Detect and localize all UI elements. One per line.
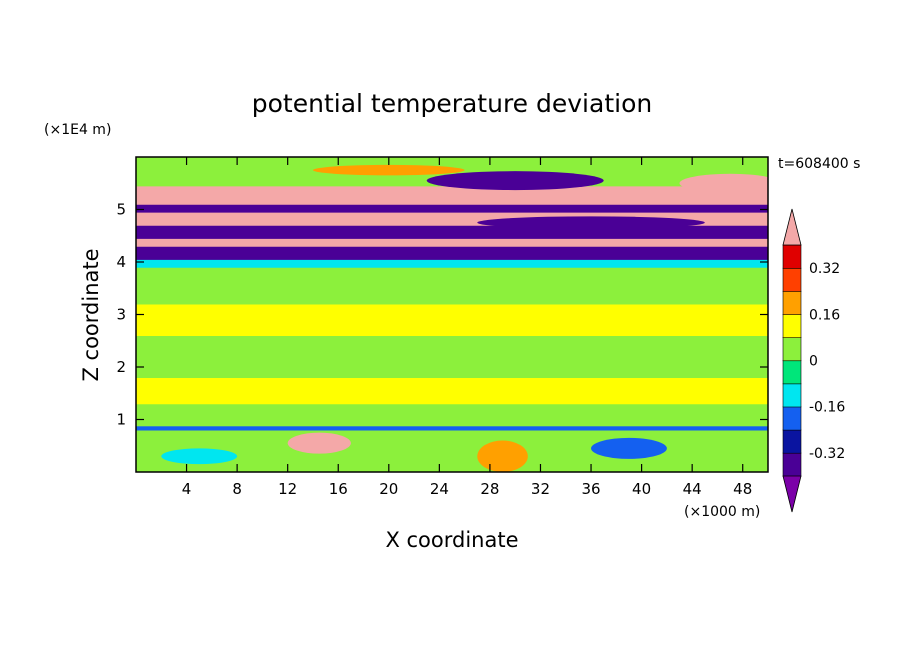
x-tick-label-5: 24 [430,480,449,498]
y-unit-label: (×1E4 m) [44,122,111,138]
colorbar-label-2: 0 [809,354,818,370]
contour-feature-1 [426,171,604,191]
colorbar-label-4: -0.32 [809,446,845,462]
contour-band-12 [136,204,768,213]
colorbar-label-0: 0.32 [809,261,840,277]
x-tick-label-7: 32 [531,480,550,498]
y-tick-label-4: 5 [116,201,126,219]
x-tick-label-1: 8 [232,480,242,498]
contour-band-3 [136,377,768,405]
colorbar-segment-0 [782,452,802,477]
y-ticks: 1 2 3 4 5 [116,201,768,429]
colorbar: 0.32 0.16 0 -0.16 -0.32 [782,208,845,513]
contour-band-16 [136,157,768,171]
contour-band-13 [136,196,768,205]
contour-feature-3 [477,216,705,229]
x-ticks: 4 8 12 16 20 24 28 32 36 40 44 48 [182,157,752,498]
x-tick-label-4: 20 [379,480,398,498]
contour-feature-6 [161,448,238,465]
contour-band-2 [136,403,768,427]
y-tick-label-3: 4 [116,253,126,271]
colorbar-segment-1 [782,429,802,454]
y-axis-label: Z coordinate [79,248,103,381]
y-tick-label-2: 3 [116,306,126,324]
x-tick-label-6: 28 [480,480,499,498]
x-tick-label-10: 44 [683,480,702,498]
contour-band-14 [136,185,768,197]
colorbar-max-triangle [782,208,802,246]
contour-band-4 [136,335,768,378]
colorbar-segment-2 [782,406,802,431]
x-tick-label-8: 36 [581,480,600,498]
contour-feature-0 [287,432,351,454]
colorbar-segment-4 [782,360,802,385]
colorbar-segment-7 [782,290,802,315]
contour-band-10 [136,225,768,239]
x-tick-label-0: 4 [182,480,192,498]
colorbar-min-triangle [782,475,802,513]
contour-band-9 [136,238,768,247]
contour-band-8 [136,246,768,260]
colorbar-label-1: 0.16 [809,307,840,323]
colorbar-segment-3 [782,383,802,408]
contour-band-0 [136,430,768,472]
contour-feature-4 [477,440,528,472]
contour-feature-7 [312,164,465,176]
x-unit-label: (×1000 m) [684,504,760,520]
contour-feature-5 [591,437,667,459]
contour-band-1 [136,425,768,431]
x-tick-label-2: 12 [278,480,297,498]
contour-field [136,157,768,472]
x-tick-label-3: 16 [329,480,348,498]
contour-band-6 [136,267,768,305]
x-axis-label: X coordinate [385,528,518,552]
x-tick-label-9: 40 [632,480,651,498]
time-label: t=608400 s [778,156,860,172]
contour-band-5 [136,304,768,336]
contour-feature-2 [679,173,768,193]
colorbar-segment-6 [782,313,802,338]
contour-band-7 [136,259,768,268]
y-tick-label-0: 1 [116,411,126,429]
colorbar-segment-9 [782,244,802,269]
colorbar-segment-5 [782,337,802,362]
y-tick-label-1: 2 [116,358,126,376]
colorbar-segment-8 [782,267,802,292]
chart-title: potential temperature deviation [252,89,652,118]
x-tick-label-11: 48 [733,480,752,498]
colorbar-label-3: -0.16 [809,400,845,416]
